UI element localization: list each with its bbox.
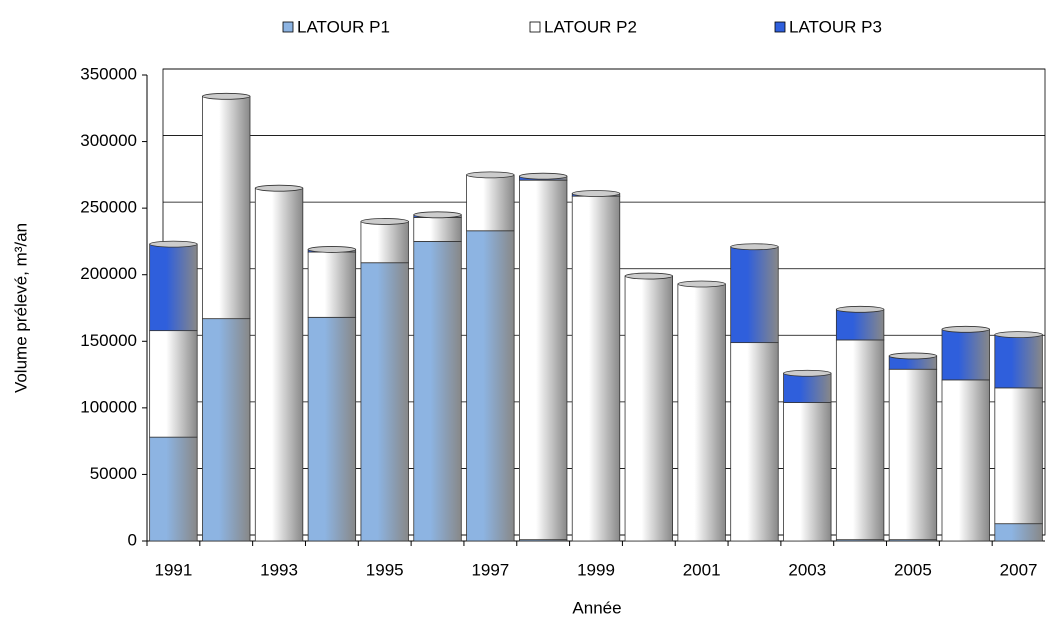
bar-cap [254,184,304,192]
y-tick-label: 50000 [90,464,137,483]
bar-segment [360,262,409,542]
bar-cap [413,211,462,219]
y-axis-title: Volume prélevé, m³/an [11,223,30,393]
bar-segment [994,334,1043,389]
x-tick-label: 2001 [683,560,721,579]
bar-segment [730,246,779,344]
bar-cap [360,218,409,225]
x-tick-label: 1995 [366,560,404,579]
bar-segment [730,342,779,542]
legend-label: LATOUR P1 [297,17,390,36]
bar-segment [994,523,1043,542]
bar-cap [307,246,357,253]
x-tick-label: 2005 [894,560,932,579]
y-tick-label: 200000 [80,264,137,283]
x-tick-label: 1993 [260,560,298,579]
bar-segment [888,368,938,541]
legend-label: LATOUR P3 [789,17,882,36]
bar-segment [783,372,832,403]
bar-cap [941,325,990,333]
bar-segment [202,318,251,542]
bar-segment [254,187,304,542]
bar-segment [307,251,357,318]
bar-segment [835,308,885,341]
bar-segment [413,217,462,242]
bar-cap [888,352,938,360]
bar-cap [571,190,621,197]
bar-segment [994,387,1043,525]
legend-swatch [774,21,786,33]
bar-cap [677,280,726,288]
y-tick-label: 350000 [80,64,137,83]
x-axis-title: Année [572,598,621,617]
y-tick-label: 0 [128,530,137,549]
bar-segment [149,330,198,438]
bar-segment [835,339,885,541]
bar-cap [624,272,673,280]
bar-segment [571,195,621,542]
legend-swatch [282,21,294,33]
bar-segment [783,402,832,542]
x-tick-label: 1997 [471,560,509,579]
bar-segment [466,174,515,232]
bar-segment [677,283,726,542]
legend-swatch [529,21,541,33]
x-tick-label: 2003 [788,560,826,579]
y-tick-label: 250000 [80,198,137,217]
y-tick-label: 100000 [80,397,137,416]
bar-cap [466,171,515,179]
bar-segment [149,243,198,332]
bar-cap [730,243,779,251]
x-tick-label: 1991 [154,560,192,579]
bar-segment [360,221,409,264]
bar-segment [307,316,357,542]
bar-segment [624,275,673,542]
bar-segment [149,436,198,542]
bar-cap [994,331,1043,339]
bar-cap [149,240,198,248]
legend-label: LATOUR P2 [544,17,637,36]
bar-segment [202,95,251,320]
y-tick-label: 300000 [80,131,137,150]
bar-cap [835,305,885,313]
y-tick-label: 150000 [80,331,137,350]
x-tick-label: 1999 [577,560,615,579]
bar-segment [466,230,515,542]
bar-segment [941,379,990,542]
x-tick-label: 2007 [1000,560,1038,579]
bar-cap [519,172,568,180]
bar-cap [783,369,832,377]
bar-segment [413,241,462,542]
bar-segment [941,328,990,381]
bar-segment [519,179,568,541]
bar-cap [202,92,251,100]
